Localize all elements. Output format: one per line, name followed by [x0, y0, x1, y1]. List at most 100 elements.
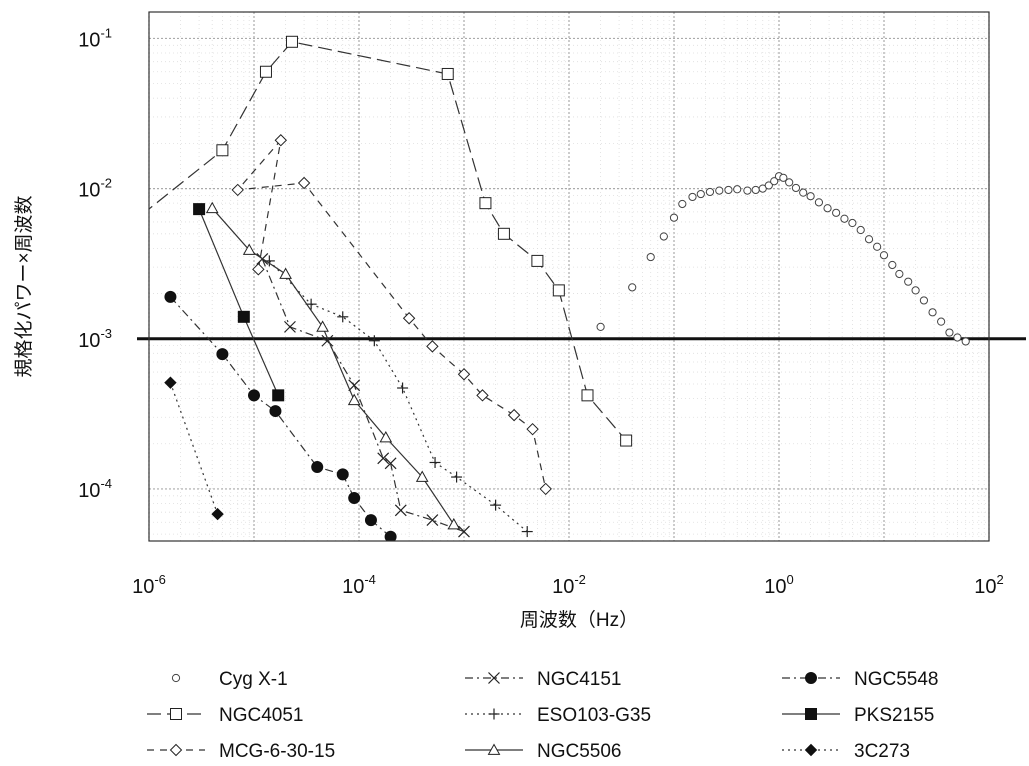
data-point [415, 470, 429, 482]
data-point [490, 499, 502, 511]
data-point [864, 235, 874, 244]
data-point [791, 183, 801, 193]
legend-item: Cyg X-1 [171, 669, 288, 690]
data-point [696, 189, 705, 199]
y-tick-label: 10-1 [78, 25, 112, 51]
data-point [384, 530, 397, 541]
data-point [348, 379, 361, 392]
data-point [259, 65, 272, 78]
y-axis-title: 規格化パワー×周波数 [13, 195, 35, 377]
data-point [164, 376, 177, 389]
legend-item: NGC5548 [782, 669, 939, 690]
x-tick-label: 10-6 [132, 572, 166, 598]
data-point [904, 277, 913, 286]
data-point [961, 337, 970, 346]
data-point [316, 320, 329, 332]
data-point [581, 389, 594, 402]
data-point [799, 188, 808, 197]
data-point [620, 434, 633, 447]
x-tick-label: 102 [974, 572, 1003, 598]
data-point [429, 456, 441, 468]
data-point [848, 218, 857, 228]
data-point [552, 284, 565, 297]
series-ngc5548 [164, 290, 397, 541]
data-point [451, 471, 463, 483]
legend-item: NGC4051 [147, 705, 304, 726]
legend-marker [169, 743, 183, 757]
legend-marker [171, 673, 181, 683]
plot-area [137, 12, 1026, 541]
data-point [216, 144, 229, 157]
x-axis-title: 周波数（Hz） [520, 609, 638, 631]
data-point [785, 178, 794, 187]
data-point [521, 526, 533, 538]
legend-marker [804, 743, 818, 757]
data-point [688, 192, 697, 202]
series-ngc4051 [149, 35, 633, 447]
data-point [426, 514, 439, 527]
data-point [347, 393, 361, 406]
data-point [272, 389, 285, 402]
data-point [715, 186, 724, 195]
grid [148, 12, 990, 541]
data-point [751, 185, 760, 195]
data-point [526, 422, 539, 436]
data-point [840, 214, 849, 223]
data-point [596, 322, 605, 331]
legend-marker [805, 672, 817, 684]
x-tick-label: 10-2 [552, 572, 586, 598]
data-point [397, 382, 409, 394]
data-point [368, 335, 380, 347]
data-point [479, 197, 492, 210]
legend-label: NGC5506 [537, 741, 622, 761]
data-point [377, 452, 390, 465]
legend-label: 3C273 [854, 741, 910, 761]
series-ngc4151 [256, 253, 470, 538]
legend-item: MCG-6-30-15 [147, 741, 335, 762]
data-point [336, 468, 349, 481]
series-3c273 [164, 376, 224, 521]
data-point [531, 254, 544, 267]
data-point [873, 242, 882, 251]
plot-frame [148, 11, 990, 542]
series-pks2155 [193, 203, 285, 402]
legend-marker [170, 708, 182, 720]
data-point [458, 525, 470, 538]
legend-label: NGC4051 [219, 705, 304, 726]
data-point [284, 320, 296, 333]
data-point [285, 35, 298, 48]
series-line [211, 207, 455, 525]
data-point [539, 482, 552, 496]
legend-item: ESO103-G35 [465, 705, 651, 726]
axes: 10-6 10-4 10-2 100 102 10-1 10-2 10-3 10-4 [78, 11, 1004, 598]
data-point [919, 296, 929, 305]
data-point [832, 208, 841, 217]
data-point [888, 260, 897, 270]
data-point [321, 334, 334, 347]
data-point [237, 310, 250, 323]
series-mcg-6-30-15 [231, 134, 552, 496]
data-point [348, 492, 361, 505]
legend-item: NGC4151 [465, 669, 622, 690]
data-point [879, 251, 889, 260]
data-point [337, 311, 349, 323]
data-point [497, 227, 510, 240]
data-point [441, 67, 454, 80]
data-point [507, 408, 521, 422]
legend-marker [488, 672, 500, 684]
y-tick-label: 10-4 [78, 476, 112, 502]
data-point [764, 181, 773, 190]
legend-marker [488, 708, 500, 720]
data-point [279, 267, 292, 279]
data-point [305, 298, 317, 310]
y-tick-label: 10-3 [78, 326, 112, 352]
legend-marker [487, 743, 501, 755]
data-point [856, 225, 865, 235]
legend-label: NGC4151 [537, 669, 622, 690]
data-point [447, 517, 461, 530]
data-point [394, 504, 407, 517]
data-point [724, 185, 733, 195]
data-point [770, 177, 779, 186]
